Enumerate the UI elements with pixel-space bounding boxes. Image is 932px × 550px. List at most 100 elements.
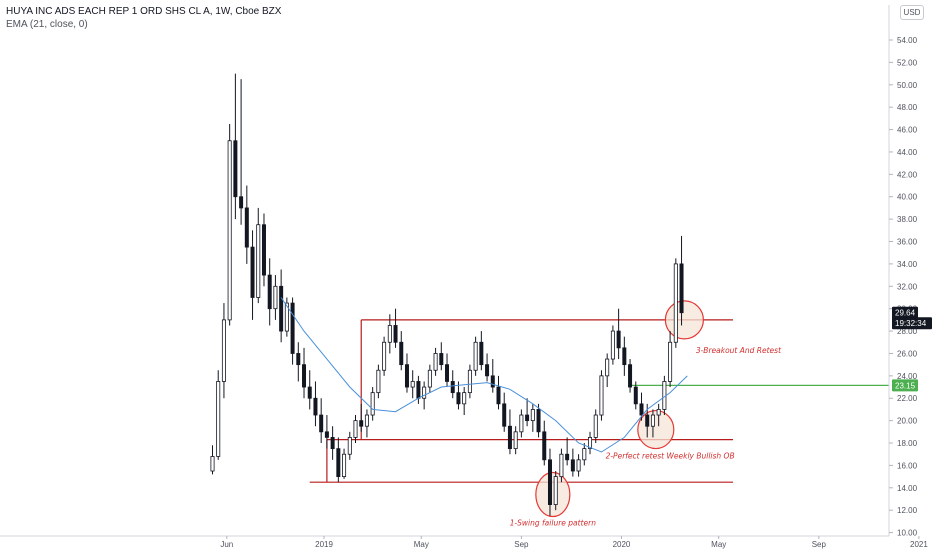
candle-body bbox=[427, 369, 432, 388]
candle-body bbox=[479, 341, 484, 366]
candle-body bbox=[319, 414, 324, 433]
candle-body bbox=[450, 381, 455, 394]
highlight-circle bbox=[664, 300, 705, 340]
currency-button[interactable]: USD bbox=[900, 5, 924, 20]
chart-title: HUYA INC ADS EACH REP 1 ORD SHS CL A, 1W… bbox=[6, 6, 282, 17]
candle-body bbox=[445, 364, 450, 382]
candle-body bbox=[393, 325, 398, 343]
candle-body bbox=[610, 330, 615, 360]
candle-body bbox=[244, 207, 249, 248]
y-tick-label: 48.00 bbox=[897, 103, 918, 112]
y-tick-label: 28.00 bbox=[897, 327, 918, 336]
candle-body bbox=[410, 381, 415, 388]
candle-body bbox=[422, 386, 427, 399]
ema-legend: EMA (21, close, 0) bbox=[6, 19, 88, 30]
candle-body bbox=[324, 431, 329, 438]
candle-body bbox=[370, 392, 375, 416]
x-tick-label: 2021 bbox=[910, 540, 928, 549]
candle-body bbox=[605, 358, 610, 377]
y-tick-label: 32.00 bbox=[897, 282, 918, 291]
candle-body bbox=[668, 341, 673, 382]
candle-body bbox=[364, 414, 369, 427]
x-tick-label: May bbox=[414, 540, 429, 549]
candle-body bbox=[336, 448, 341, 478]
x-tick-label: 2019 bbox=[315, 540, 333, 549]
candle-body bbox=[565, 453, 570, 461]
price-tag bbox=[892, 306, 918, 319]
candle-body bbox=[210, 456, 215, 472]
price-tag-label: 23.15 bbox=[895, 381, 916, 390]
candle-body bbox=[599, 375, 604, 416]
candle-body bbox=[261, 224, 266, 276]
price-tag-label: 19:32:34 bbox=[895, 319, 927, 328]
y-tick-label: 24.00 bbox=[897, 372, 918, 381]
y-tick-label: 10.00 bbox=[897, 529, 918, 538]
candle-body bbox=[582, 448, 587, 461]
candle-body bbox=[279, 285, 284, 332]
candle-body bbox=[296, 353, 301, 366]
candle-body bbox=[462, 392, 467, 405]
candle-body bbox=[216, 381, 221, 457]
y-tick-label: 36.00 bbox=[897, 238, 918, 247]
price-tag-label: 29.64 bbox=[895, 309, 916, 318]
candle-body bbox=[530, 409, 535, 422]
y-tick-label: 42.00 bbox=[897, 170, 918, 179]
annotation-label: 2-Perfect retest Weekly Bullish OB bbox=[606, 451, 735, 460]
x-tick-label: Sep bbox=[514, 540, 529, 549]
candle-body bbox=[404, 364, 409, 388]
candle-body bbox=[439, 353, 444, 366]
candle-body bbox=[490, 375, 495, 388]
candle-body bbox=[353, 420, 358, 438]
candle-body bbox=[656, 409, 661, 416]
candle-body bbox=[616, 330, 621, 349]
candle-body bbox=[547, 459, 552, 505]
candle-body bbox=[399, 341, 404, 366]
candle-body bbox=[330, 437, 335, 450]
y-tick-label: 44.00 bbox=[897, 148, 918, 157]
candle-body bbox=[233, 140, 238, 198]
candle-body bbox=[359, 420, 364, 427]
candle-body bbox=[519, 414, 524, 433]
candle-body bbox=[639, 403, 644, 416]
candle-body bbox=[342, 453, 347, 478]
y-tick-label: 12.00 bbox=[897, 506, 918, 515]
x-tick-label: Jun bbox=[220, 540, 233, 549]
y-tick-label: 34.00 bbox=[897, 260, 918, 269]
y-tick-label: 40.00 bbox=[897, 193, 918, 202]
candle-body bbox=[376, 369, 381, 394]
x-tick-label: May bbox=[711, 540, 726, 549]
candle-body bbox=[307, 386, 312, 399]
highlight-circle bbox=[637, 409, 675, 450]
y-tick-label: 52.00 bbox=[897, 58, 918, 67]
highlight-circle bbox=[535, 471, 571, 518]
candle-body bbox=[542, 431, 547, 461]
candle-body bbox=[673, 263, 678, 343]
candle-body bbox=[433, 353, 438, 371]
y-tick-label: 54.00 bbox=[897, 36, 918, 45]
candle-body bbox=[273, 285, 278, 310]
y-tick-label: 18.00 bbox=[897, 439, 918, 448]
candle-body bbox=[502, 403, 507, 427]
candle-body bbox=[382, 341, 387, 371]
candle-body bbox=[576, 459, 581, 472]
candle-body bbox=[456, 392, 461, 405]
candle-body bbox=[628, 364, 633, 388]
y-tick-label: 46.00 bbox=[897, 126, 918, 135]
candle-body bbox=[267, 274, 272, 310]
candle-body bbox=[284, 302, 289, 332]
y-tick-label: 14.00 bbox=[897, 484, 918, 493]
candle-body bbox=[536, 409, 541, 433]
candle-body bbox=[588, 437, 593, 450]
candle-body bbox=[645, 414, 650, 427]
y-tick-label: 38.00 bbox=[897, 215, 918, 224]
candle-body bbox=[525, 414, 530, 422]
candle-body bbox=[593, 414, 598, 438]
price-tag bbox=[892, 317, 932, 330]
candle-body bbox=[387, 325, 392, 343]
y-tick-label: 50.00 bbox=[897, 81, 918, 90]
price-tag bbox=[892, 379, 918, 392]
y-tick-label: 20.00 bbox=[897, 417, 918, 426]
candle-body bbox=[633, 386, 638, 405]
candle-body bbox=[221, 319, 226, 382]
